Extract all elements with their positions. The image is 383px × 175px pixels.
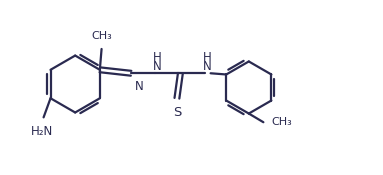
Text: H: H: [153, 51, 162, 64]
Text: CH₃: CH₃: [271, 117, 292, 127]
Text: N: N: [153, 60, 162, 73]
Text: H: H: [203, 51, 211, 64]
Text: N: N: [203, 60, 211, 73]
Text: N: N: [134, 79, 143, 93]
Text: CH₃: CH₃: [91, 31, 112, 41]
Text: S: S: [173, 106, 181, 119]
Text: H₂N: H₂N: [31, 125, 53, 138]
